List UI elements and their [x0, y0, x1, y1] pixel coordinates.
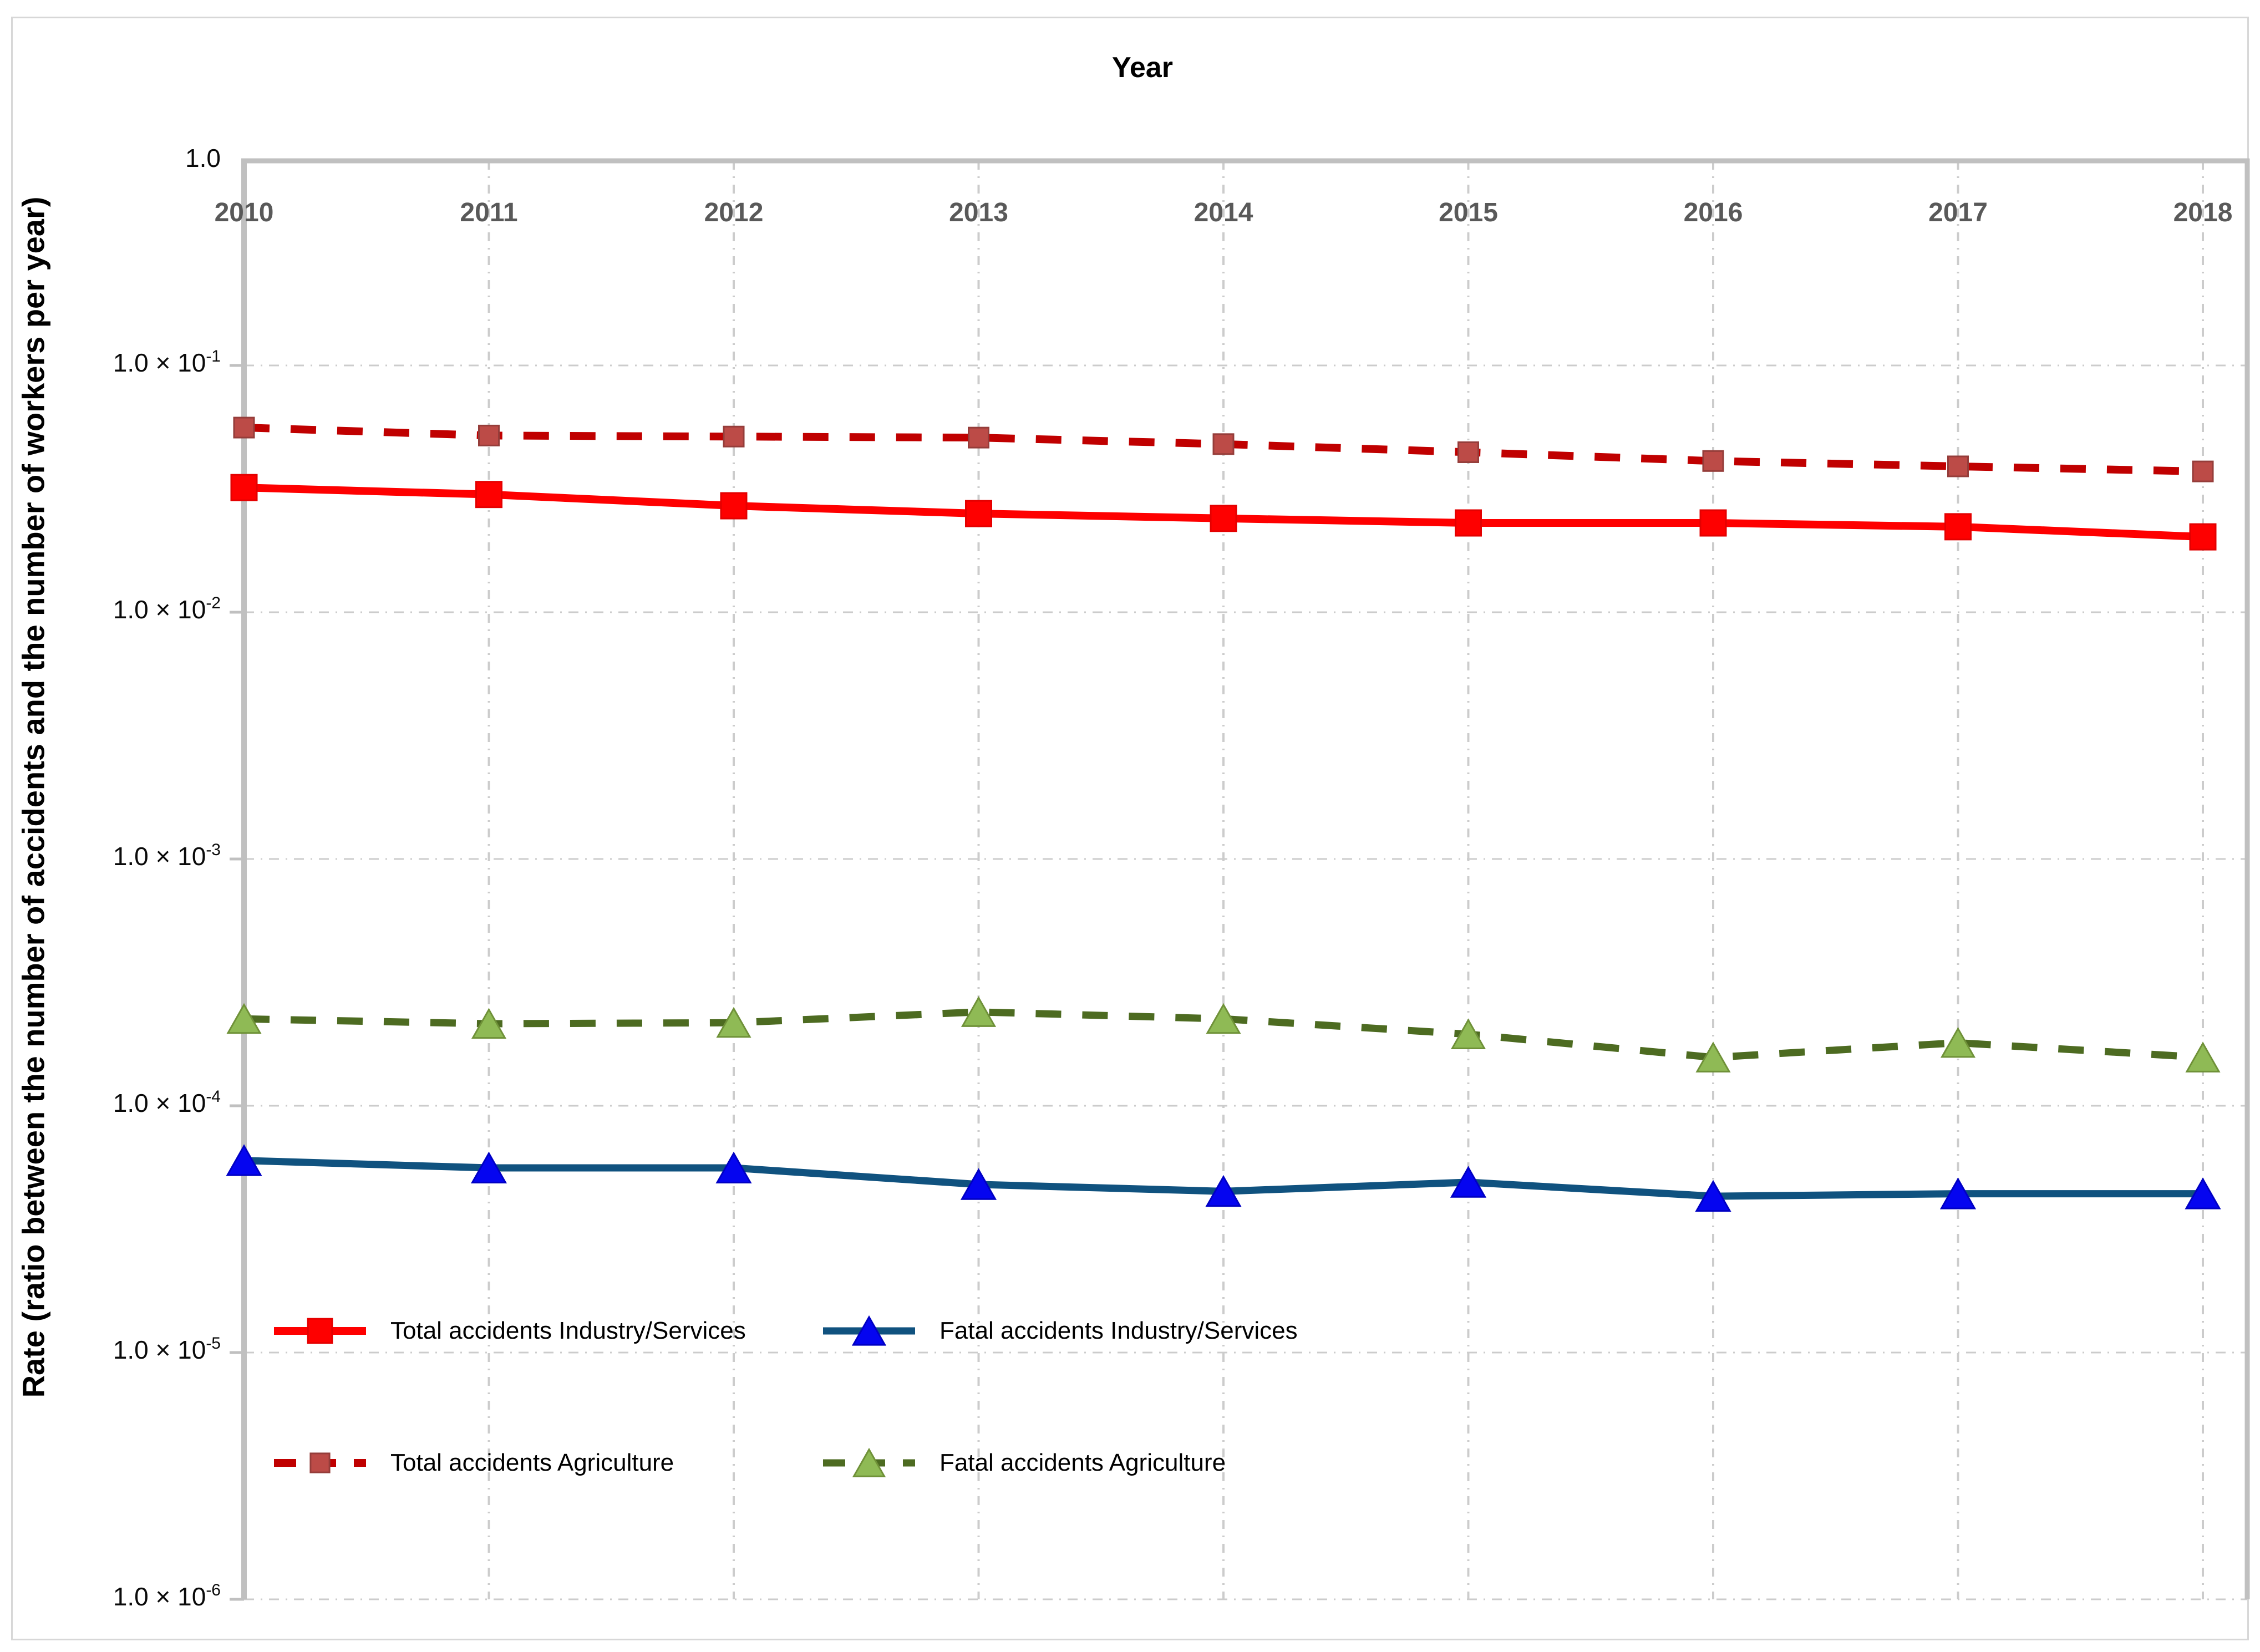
y-tick-label: 1.0 × 10-6	[113, 1581, 221, 1611]
legend-label: Fatal accidents Industry/Services	[939, 1317, 1298, 1344]
axes	[230, 158, 2250, 1601]
legend-item-fatal-agriculture: Fatal accidents Agriculture	[822, 1441, 1226, 1485]
x-tick-label: 2017	[1928, 198, 1988, 227]
y-tick-label: 1.0 × 10-5	[113, 1334, 221, 1364]
x-tick-label: 2014	[1194, 198, 1253, 227]
gridlines	[244, 161, 2247, 1600]
legend-item-total-industry: Total accidents Industry/Services	[273, 1309, 746, 1353]
legend-swatch-fatal-agriculture-icon	[823, 1447, 915, 1477]
y-tick-label: 1.0	[185, 144, 221, 172]
y-tick-label: 1.0 × 10-3	[113, 841, 221, 871]
legend-label: Total accidents Agriculture	[390, 1449, 674, 1476]
legend-label: Total accidents Industry/Services	[390, 1317, 746, 1344]
y-tick-label: 1.0 × 10-4	[113, 1087, 221, 1117]
x-tick-label: 2015	[1439, 198, 1498, 227]
legend-label: Fatal accidents Agriculture	[939, 1449, 1226, 1476]
legend-item-total-agriculture: Total accidents Agriculture	[273, 1441, 674, 1485]
data-series	[226, 416, 2221, 1212]
x-tick-label: 2018	[2173, 198, 2233, 227]
x-tick-label: 2013	[949, 198, 1008, 227]
legend-swatch-fatal-industry-icon	[823, 1315, 915, 1346]
y-tick-label: 1.0 × 10-1	[113, 347, 221, 377]
x-tick-label: 2010	[214, 198, 274, 227]
x-tick-label: 2016	[1683, 198, 1743, 227]
legend-swatch-total-agriculture-icon	[274, 1452, 366, 1473]
x-tick-label: 2012	[704, 198, 764, 227]
legend-swatch-total-industry-icon	[274, 1318, 366, 1344]
x-axis-title: Year	[1112, 52, 1173, 84]
legend-item-fatal-industry: Fatal accidents Industry/Services	[822, 1309, 1298, 1353]
x-tick-label: 2011	[460, 198, 518, 227]
y-tick-label: 1.0 × 10-2	[113, 594, 221, 624]
